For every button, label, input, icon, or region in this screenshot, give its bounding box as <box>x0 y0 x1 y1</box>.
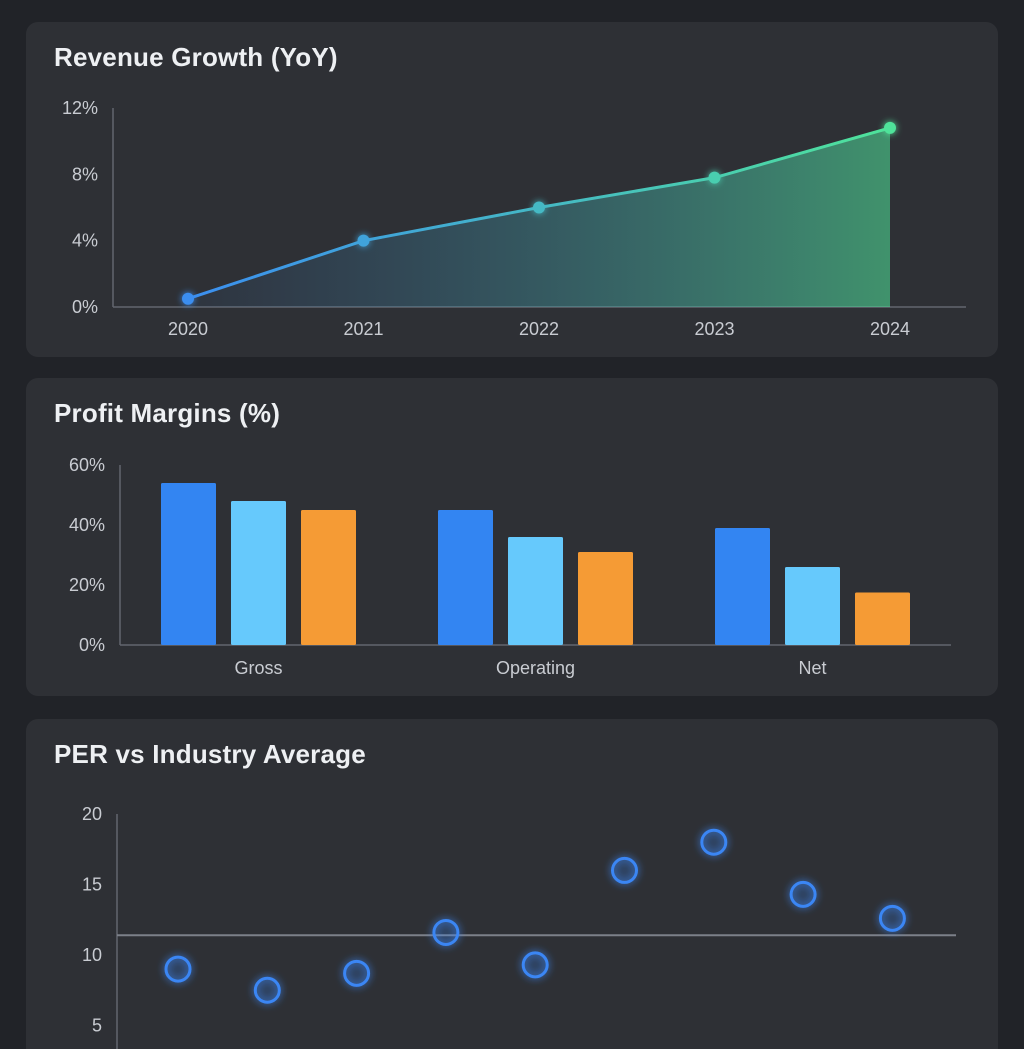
scatter-point <box>343 959 371 987</box>
revenue-growth-card: Revenue Growth (YoY) 0% 4% 8% 12% 2020 2021 20… <box>26 22 998 357</box>
bar-net-series-3 <box>855 592 910 645</box>
scatter-point <box>700 828 728 856</box>
revenue-growth-chart: 0% 4% 8% 12% 2020 2021 2022 2023 2024 <box>62 98 966 339</box>
data-point <box>357 234 370 247</box>
scatter-point <box>164 955 192 983</box>
y-tick-label: 0% <box>72 297 98 317</box>
bar-gross-series-2 <box>231 501 286 645</box>
bar-operating-series-2 <box>508 537 563 645</box>
data-point <box>884 121 896 134</box>
y-tick-label: 5 <box>92 1016 102 1036</box>
scatter-point <box>789 880 817 908</box>
scatter-point <box>611 856 638 884</box>
y-tick-label: 60% <box>69 455 105 475</box>
y-tick-label: 15 <box>82 875 102 895</box>
y-tick-label: 10 <box>82 945 102 965</box>
x-tick-label: Gross <box>234 658 282 678</box>
y-tick-label: 8% <box>72 164 98 184</box>
x-tick-label: Operating <box>496 658 575 678</box>
y-tick-label: 0% <box>79 635 105 655</box>
x-tick-label: 2020 <box>168 319 208 339</box>
profit-margins-chart: 0% 20% 40% 60% Gross Operating Net <box>69 455 951 678</box>
x-tick-label: 2024 <box>870 319 910 339</box>
per-industry-card: PER vs Industry Average 5 10 15 20 <box>26 719 998 1049</box>
y-tick-label: 20% <box>69 575 105 595</box>
scatter-point <box>432 918 460 946</box>
bar-gross-series-3 <box>301 510 356 645</box>
profit-margins-card: Profit Margins (%) 0% 20% 40% 60% Gross Opera… <box>26 378 998 696</box>
bar-net-series-2 <box>785 567 840 645</box>
x-tick-label: 2021 <box>343 319 383 339</box>
x-tick-label: 2023 <box>694 319 734 339</box>
per-industry-chart: 5 10 15 20 <box>82 804 956 1049</box>
data-point <box>182 292 194 305</box>
bar-gross-series-1 <box>161 483 216 645</box>
y-tick-label: 40% <box>69 515 105 535</box>
x-tick-label: 2022 <box>519 319 559 339</box>
revenue-growth-title: Revenue Growth (YoY) <box>54 42 338 72</box>
scatter-point <box>253 976 281 1004</box>
profit-margins-title: Profit Margins (%) <box>54 398 281 428</box>
per-industry-title: PER vs Industry Average <box>54 739 366 769</box>
y-tick-label: 20 <box>82 804 102 824</box>
bar-net-series-1 <box>715 528 770 645</box>
y-tick-label: 12% <box>62 98 98 118</box>
revenue-area <box>188 127 890 308</box>
data-point <box>533 201 545 214</box>
scatter-point <box>878 904 906 932</box>
bar-operating-series-1 <box>438 510 493 645</box>
data-point <box>708 171 721 184</box>
x-tick-label: Net <box>798 658 826 678</box>
y-tick-label: 4% <box>72 231 98 251</box>
scatter-point <box>521 951 549 979</box>
bar-operating-series-3 <box>578 552 633 645</box>
